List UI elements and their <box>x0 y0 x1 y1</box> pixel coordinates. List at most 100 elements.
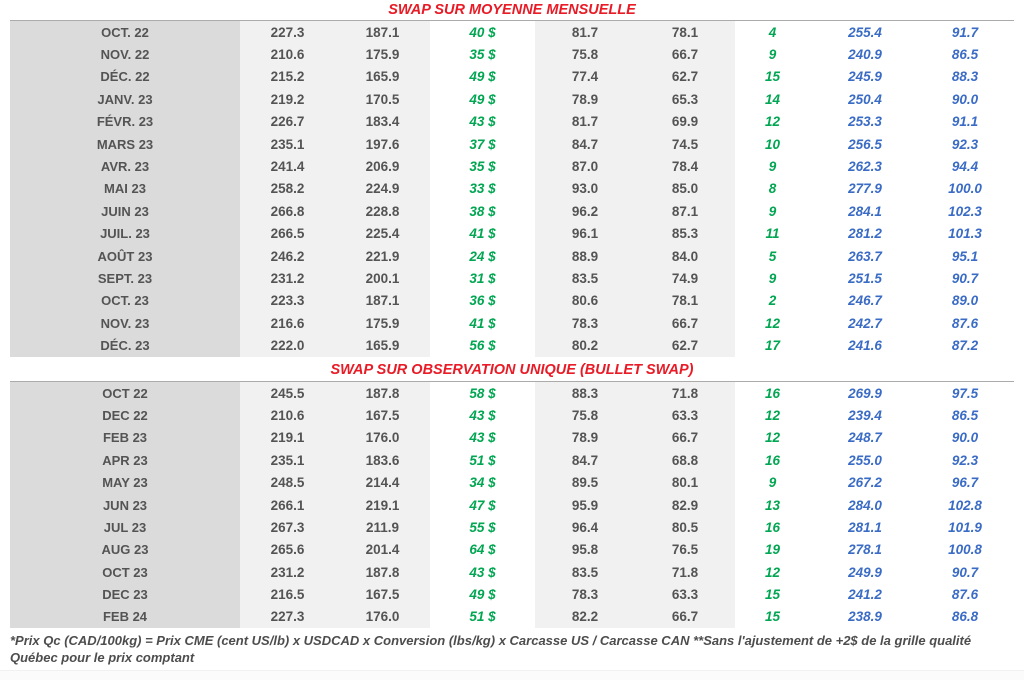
cell-month: SEPT. 23 <box>10 267 240 290</box>
cell-blue-value: 87.2 <box>951 338 979 354</box>
cell-green-value: 51 $ <box>469 452 496 468</box>
cell-value: 176.0 <box>335 426 430 450</box>
cell-value: 215.2 <box>240 65 335 89</box>
cell-green-value: 16 <box>764 385 781 401</box>
cell-value: 65.3 <box>635 88 735 111</box>
cell-value: 235.1 <box>240 132 335 156</box>
cell-blue-value: 100.8 <box>948 542 982 558</box>
cell-green-value: 58 $ <box>469 385 496 401</box>
cell-value: 69.9 <box>635 110 735 133</box>
cell-value: 80.2 <box>535 334 635 357</box>
cell-blue-value: 102.3 <box>948 203 982 219</box>
cell-value: 165.9 <box>335 65 430 89</box>
cell-month: FÉVR. 23 <box>10 110 240 133</box>
table-row: DÉC. 23 222.0 165.9 56 $ 80.2 62.7 17 241.6 87.2 <box>10 334 1010 357</box>
table-row: APR 23 235.1 183.6 51 $ 84.7 68.8 16 255.0 92.3 <box>10 449 1010 472</box>
cell-month: FEB 23 <box>10 426 240 450</box>
table-row: DÉC. 22 215.2 165.9 49 $ 77.4 62.7 15 245.9 88.3 <box>10 65 1010 89</box>
cell-value: 231.2 <box>240 560 335 584</box>
cell-value: 221.9 <box>335 244 430 268</box>
cell-month: JUIN 23 <box>10 200 240 223</box>
cell-value: 78.9 <box>535 88 635 111</box>
cell-blue-value: 101.3 <box>948 226 982 242</box>
table-row: JUIN 23 266.8 228.8 38 $ 96.2 87.1 9 284.1 102.3 <box>10 200 1010 223</box>
table-row: AVR. 23 241.4 206.9 35 $ 87.0 78.4 9 262.3 94.4 <box>10 155 1010 178</box>
cell-green-value: 12 <box>764 315 781 331</box>
cell-value: 175.9 <box>335 43 430 66</box>
cell-value: 66.7 <box>635 43 735 66</box>
cell-value: 226.7 <box>240 110 335 133</box>
table-row: NOV. 23 216.6 175.9 41 $ 78.3 66.7 12 242.7 87.6 <box>10 312 1010 335</box>
cell-value: 176.0 <box>335 605 430 629</box>
cell-value: 93.0 <box>535 177 635 201</box>
cell-value: 211.9 <box>335 516 430 539</box>
table-row: FÉVR. 23 226.7 183.4 43 $ 81.7 69.9 12 253.3 91.… <box>10 110 1010 133</box>
cell-value: 187.8 <box>335 381 430 405</box>
cell-value: 266.8 <box>240 200 335 223</box>
cell-green-value: 15 <box>764 609 781 625</box>
cell-green-value: 15 <box>764 69 781 85</box>
section-title-monthly-average: SWAP SUR MOYENNE MENSUELLE <box>388 2 636 18</box>
cell-value: 76.5 <box>635 538 735 561</box>
table-row: DEC 23 216.5 167.5 49 $ 78.3 63.3 15 241.2 87.6 <box>10 583 1010 606</box>
cell-blue-value: 255.0 <box>848 452 882 468</box>
cell-month: OCT. 23 <box>10 289 240 313</box>
cell-value: 74.5 <box>635 132 735 156</box>
cell-blue-value: 267.2 <box>848 475 882 491</box>
cell-value: 248.5 <box>240 471 335 494</box>
cell-blue-value: 281.2 <box>848 226 882 242</box>
cell-blue-value: 86.5 <box>951 47 979 63</box>
cell-value: 71.8 <box>635 381 735 405</box>
cell-value: 96.1 <box>535 222 635 245</box>
cell-month: AVR. 23 <box>10 155 240 178</box>
cell-month: MAI 23 <box>10 177 240 201</box>
cell-month: NOV. 23 <box>10 312 240 335</box>
cell-green-value: 9 <box>768 270 777 286</box>
cell-green-value: 49 $ <box>469 69 496 85</box>
cell-value: 88.9 <box>535 244 635 268</box>
cell-value: 95.8 <box>535 538 635 561</box>
cell-green-value: 17 <box>764 338 781 354</box>
cell-green-value: 56 $ <box>469 338 496 354</box>
cell-blue-value: 87.6 <box>951 587 979 603</box>
cell-blue-value: 100.0 <box>948 181 982 197</box>
cell-green-value: 9 <box>768 159 777 175</box>
table-row: SEPT. 23 231.2 200.1 31 $ 83.5 74.9 9 251.5 90.7 <box>10 267 1010 290</box>
footnote: *Prix Qc (CAD/100kg) = Prix CME (cent US… <box>10 632 1014 666</box>
cell-blue-value: 86.5 <box>951 407 979 423</box>
cell-value: 183.6 <box>335 449 430 472</box>
cell-value: 219.1 <box>240 426 335 450</box>
cell-value: 210.6 <box>240 43 335 66</box>
cell-green-value: 12 <box>764 564 781 580</box>
footnote-line-2: Québec pour le prix comptant <box>10 650 195 666</box>
cell-green-value: 43 $ <box>469 114 496 130</box>
table-row: JUN 23 266.1 219.1 47 $ 95.9 82.9 13 284.0 102.8 <box>10 493 1010 517</box>
cell-value: 227.3 <box>240 21 335 44</box>
table-row: OCT. 23 223.3 187.1 36 $ 80.6 78.1 2 246.7 89.0 <box>10 289 1010 313</box>
cell-value: 235.1 <box>240 449 335 472</box>
cell-value: 96.2 <box>535 200 635 223</box>
cell-blue-value: 92.3 <box>951 136 979 152</box>
cell-green-value: 19 <box>764 542 781 558</box>
cell-blue-value: 249.9 <box>848 564 882 580</box>
cell-value: 87.1 <box>635 200 735 223</box>
cell-value: 84.7 <box>535 449 635 472</box>
cell-green-value: 9 <box>768 47 777 63</box>
table-row: JUIL. 23 266.5 225.4 41 $ 96.1 85.3 11 281.2 101… <box>10 222 1010 245</box>
cell-value: 81.7 <box>535 21 635 44</box>
cell-blue-value: 263.7 <box>848 248 882 264</box>
cell-value: 210.6 <box>240 404 335 427</box>
cell-blue-value: 262.3 <box>848 159 882 175</box>
cell-blue-value: 251.5 <box>848 270 882 286</box>
cell-value: 71.8 <box>635 560 735 584</box>
cell-value: 95.9 <box>535 493 635 517</box>
cell-blue-value: 91.1 <box>951 114 979 130</box>
table-row: AUG 23 265.6 201.4 64 $ 95.8 76.5 19 278.1 100.8 <box>10 538 1010 561</box>
cell-value: 245.5 <box>240 381 335 405</box>
cell-green-value: 12 <box>764 430 781 446</box>
cell-month: AOÛT 23 <box>10 244 240 268</box>
table-row: OCT. 22 227.3 187.1 40 $ 81.7 78.1 4 255.4 91.7 <box>10 21 1010 44</box>
cell-blue-value: 242.7 <box>848 315 882 331</box>
cell-month: NOV. 22 <box>10 43 240 66</box>
